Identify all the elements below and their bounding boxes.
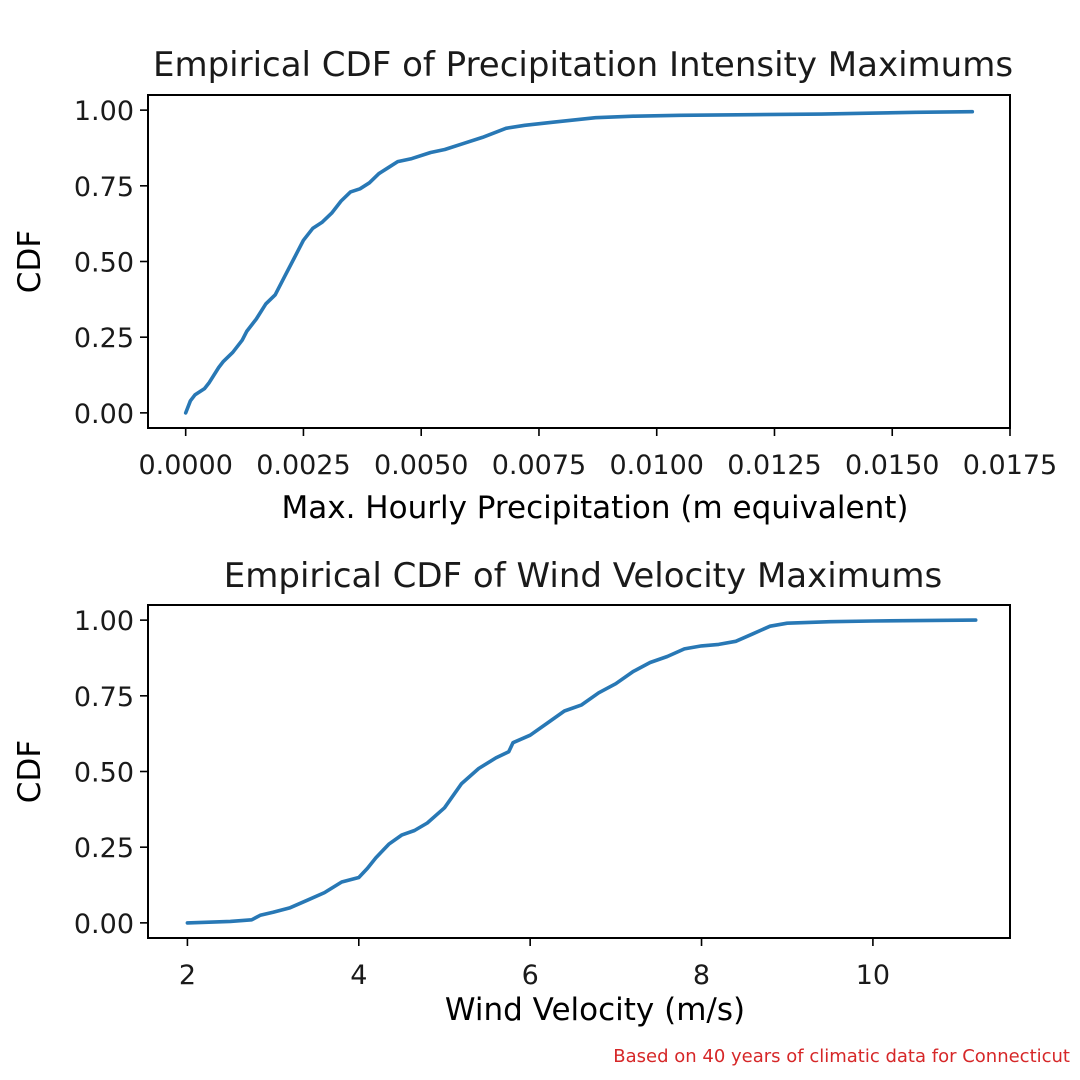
x-tick-label: 0.0025 <box>256 450 350 481</box>
y-tick-label: 0.50 <box>74 248 134 279</box>
y-tick-label: 0.25 <box>74 323 134 354</box>
chart-title: Empirical CDF of Precipitation Intensity… <box>153 45 1013 85</box>
x-tick-label: 0.0125 <box>727 450 821 481</box>
y-tick-label: 0.50 <box>74 758 134 789</box>
x-axis-label: Max. Hourly Precipitation (m equivalent) <box>282 490 909 526</box>
y-tick-label: 1.00 <box>74 96 134 127</box>
y-tick-label: 0.25 <box>74 833 134 864</box>
x-tick-label: 0.0100 <box>609 450 703 481</box>
cdf-series-line <box>185 618 978 925</box>
x-tick-label: 0.0050 <box>374 450 468 481</box>
x-tick-label: 0.0175 <box>963 450 1057 481</box>
y-tick-label: 0.75 <box>74 172 134 203</box>
x-tick-label: 10 <box>856 960 890 991</box>
x-axis-label: Wind Velocity (m/s) <box>445 992 745 1028</box>
x-tick-label: 6 <box>522 960 539 991</box>
x-tick-label: 4 <box>350 960 367 991</box>
y-axis-label: CDF <box>12 740 48 803</box>
x-tick-label: 2 <box>179 960 196 991</box>
y-tick-label: 1.00 <box>74 606 134 637</box>
y-axis-label: CDF <box>12 230 48 293</box>
plot-frame <box>147 94 1011 429</box>
wind-velocity-cdf-chart: 2 4 6 8 10 0.00 0.25 0.50 0.75 1.00 Empirical CDF … <box>12 556 1011 1028</box>
precipitation-cdf-chart: 0.0000 0.0025 0.0050 0.0075 0.0100 0.0125 0.01… <box>12 45 1057 526</box>
x-tick-label: 0.0150 <box>845 450 939 481</box>
y-tick-label: 0.75 <box>74 682 134 713</box>
cdf-series-line <box>183 109 975 415</box>
x-tick-label: 0.0075 <box>492 450 586 481</box>
chart-title: Empirical CDF of Wind Velocity Maximums <box>224 556 942 596</box>
x-tick-label: 8 <box>693 960 710 991</box>
y-tick-label: 0.00 <box>74 399 134 430</box>
y-tick-label: 0.00 <box>74 909 134 940</box>
footnote: Based on 40 years of climatic data for C… <box>613 1046 1070 1067</box>
plot-frame <box>147 604 1011 939</box>
x-tick-label: 0.0000 <box>138 450 232 481</box>
